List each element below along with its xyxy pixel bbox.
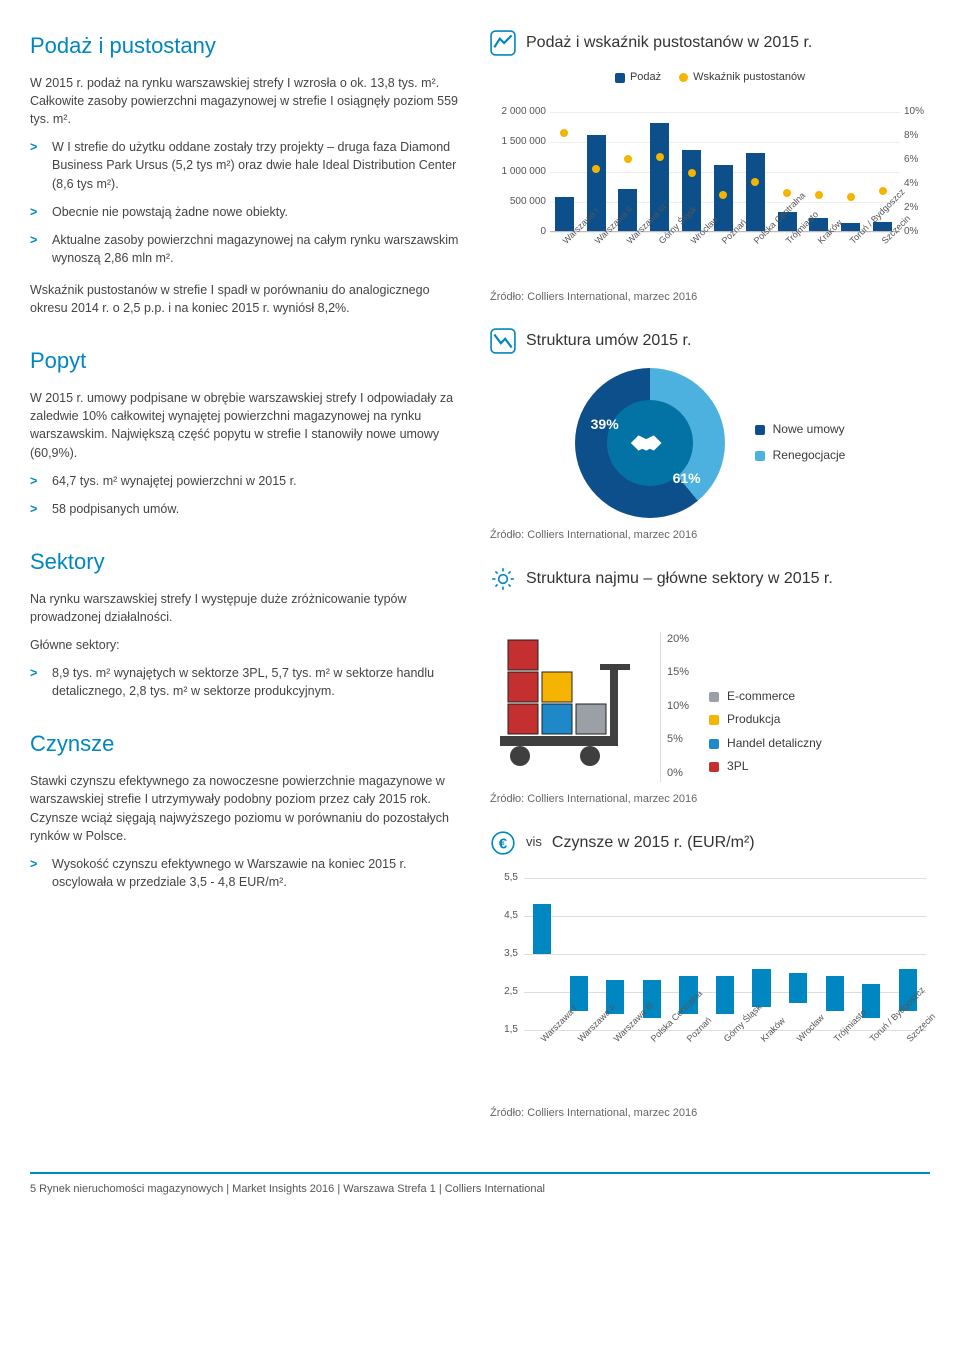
source-text: Źródło: Colliers International, marzec 2…: [490, 290, 930, 306]
chart2-title: Struktura umów 2015 r.: [526, 329, 691, 352]
section-sektory: Sektory Na rynku warszawskiej strefy I w…: [30, 546, 460, 701]
bullet: 8,9 tys. m² wynajętych w sektorze 3PL, 5…: [30, 664, 460, 700]
footer-rule: [30, 1172, 930, 1174]
vacancy-dot: [751, 178, 759, 186]
bullet: Wysokość czynszu efektywnego w Warszawie…: [30, 855, 460, 891]
legend-row: Handel detaliczny: [709, 735, 822, 752]
chart2-header: Struktura umów 2015 r.: [490, 328, 930, 354]
y-right-tick: 4%: [904, 177, 930, 192]
vacancy-dot: [719, 191, 727, 199]
y-tick: 2,5: [490, 984, 518, 999]
line-chart-icon: [490, 30, 516, 56]
vacancy-dot: [815, 191, 823, 199]
y-right-tick: 10%: [904, 105, 930, 120]
rents-chart: 5,54,53,52,51,5Warszawa IWarszawa IIWars…: [490, 870, 930, 1100]
chart3-header: Struktura najmu – główne sektory w 2015 …: [490, 566, 930, 592]
y-tick: 5,5: [490, 870, 518, 885]
footer-text: 5 Rynek nieruchomości magazynowych | Mar…: [30, 1182, 930, 1198]
rent-range-bar: [533, 904, 551, 953]
vacancy-dot: [688, 169, 696, 177]
section-czynsze: Czynsze Stawki czynszu efektywnego za no…: [30, 728, 460, 891]
section-popyt: Popyt W 2015 r. umowy podpisane w obrębi…: [30, 345, 460, 518]
chart1-title: Podaż i wskaźnik pustostanów w 2015 r.: [526, 31, 812, 54]
sectors-chart: 20% 15% 10% 5% 0% E-commerce Produkcja Handel …: [490, 606, 930, 782]
y-left-tick: 1 500 000: [490, 135, 546, 150]
bullet: Obecnie nie powstają żadne nowe obiekty.: [30, 203, 460, 221]
heading-podaz: Podaż i pustostany: [30, 30, 460, 62]
heading-sektory: Sektory: [30, 546, 460, 578]
scale-column: 20% 15% 10% 5% 0%: [660, 632, 689, 782]
chart3-title: Struktura najmu – główne sektory w 2015 …: [526, 567, 833, 590]
y-tick: 1,5: [490, 1022, 518, 1037]
y-right-tick: 2%: [904, 201, 930, 216]
rent-range-bar: [716, 976, 734, 1014]
bullet: Aktualne zasoby powierzchni magazynowej …: [30, 231, 460, 267]
vacancy-dot: [560, 129, 568, 137]
scale-tick: 20%: [667, 632, 689, 648]
euro-icon: €: [490, 830, 516, 856]
vacancy-dot: [879, 187, 887, 195]
vacancy-dot: [783, 189, 791, 197]
chart1-header: Podaż i wskaźnik pustostanów w 2015 r.: [490, 30, 930, 56]
chart4-title: Czynsze w 2015 r. (EUR/m²): [552, 831, 755, 854]
y-right-tick: 8%: [904, 129, 930, 144]
para-podaz-2: Wskaźnik pustostanów w strefie I spadł w…: [30, 281, 460, 317]
heading-popyt: Popyt: [30, 345, 460, 377]
legend-label: Podaż: [630, 70, 661, 86]
rent-range-bar: [826, 976, 844, 1010]
y-left-tick: 1 000 000: [490, 165, 546, 180]
supply-bar: [746, 153, 765, 231]
legend-label: Wskaźnik pustostanów: [693, 70, 805, 86]
donut-pct-b: 61%: [673, 468, 701, 488]
handshake-icon: [627, 420, 673, 466]
legend-row: 3PL: [709, 758, 822, 775]
gear-icon: [490, 566, 516, 592]
y-left-tick: 0: [490, 225, 546, 240]
legend-row: Renegocjacje: [755, 447, 846, 464]
y-tick: 4,5: [490, 908, 518, 923]
para-podaz-1: W 2015 r. podaż na rynku warszawskiej st…: [30, 74, 460, 128]
para-sektory-1: Na rynku warszawskiej strefy I występuje…: [30, 590, 460, 626]
vacancy-dot: [656, 153, 664, 161]
y-left-tick: 2 000 000: [490, 105, 546, 120]
pallet-truck-icon: [490, 606, 640, 776]
chart1-legend: Podaż Wskaźnik pustostanów: [490, 70, 930, 86]
rent-range-bar: [789, 973, 807, 1003]
vacancy-dot: [592, 165, 600, 173]
vacancy-dot: [624, 155, 632, 163]
svg-text:€: €: [499, 835, 508, 852]
source-text: Źródło: Colliers International, marzec 2…: [490, 792, 930, 808]
bullet: W I strefie do użytku oddane zostały trz…: [30, 138, 460, 192]
scale-tick: 10%: [667, 699, 689, 715]
bullet: 64,7 tys. m² wynajętej powierzchni w 201…: [30, 472, 460, 490]
scale-tick: 15%: [667, 665, 689, 681]
section-podaz: Podaż i pustostany W 2015 r. podaż na ry…: [30, 30, 460, 317]
bullet: 58 podpisanych umów.: [30, 500, 460, 518]
y-tick: 3,5: [490, 946, 518, 961]
source-text: Źródło: Colliers International, marzec 2…: [490, 1106, 930, 1122]
supply-vacancy-chart: 2 000 000 1 500 000 1 000 000 500 000 0 10% 8%…: [490, 92, 930, 282]
para-sektory-2: Główne sektory:: [30, 636, 460, 654]
para-popyt-1: W 2015 r. umowy podpisane w obrębie wars…: [30, 389, 460, 462]
legend-row: E-commerce: [709, 688, 822, 705]
donut-legend: Nowe umowy Renegocjacje: [755, 413, 846, 472]
source-text: Źródło: Colliers International, marzec 2…: [490, 528, 930, 544]
sector-legend: E-commerce Produkcja Handel detaliczny 3PL: [709, 682, 822, 782]
y-left-tick: 500 000: [490, 195, 546, 210]
legend-row: Produkcja: [709, 711, 822, 728]
scale-tick: 5%: [667, 732, 689, 748]
heading-czynsze: Czynsze: [30, 728, 460, 760]
decline-chart-icon: [490, 328, 516, 354]
scale-tick: 0%: [667, 766, 689, 782]
chart4-header: €vis Czynsze w 2015 r. (EUR/m²): [490, 830, 930, 856]
para-czynsze-1: Stawki czynszu efektywnego za nowoczesne…: [30, 772, 460, 845]
legend-row: Nowe umowy: [755, 421, 846, 438]
donut-pct-a: 39%: [591, 414, 619, 434]
y-right-tick: 6%: [904, 153, 930, 168]
contract-structure-chart: 39% 61% Nowe umowy Renegocjacje: [490, 368, 930, 518]
vacancy-dot: [847, 193, 855, 201]
